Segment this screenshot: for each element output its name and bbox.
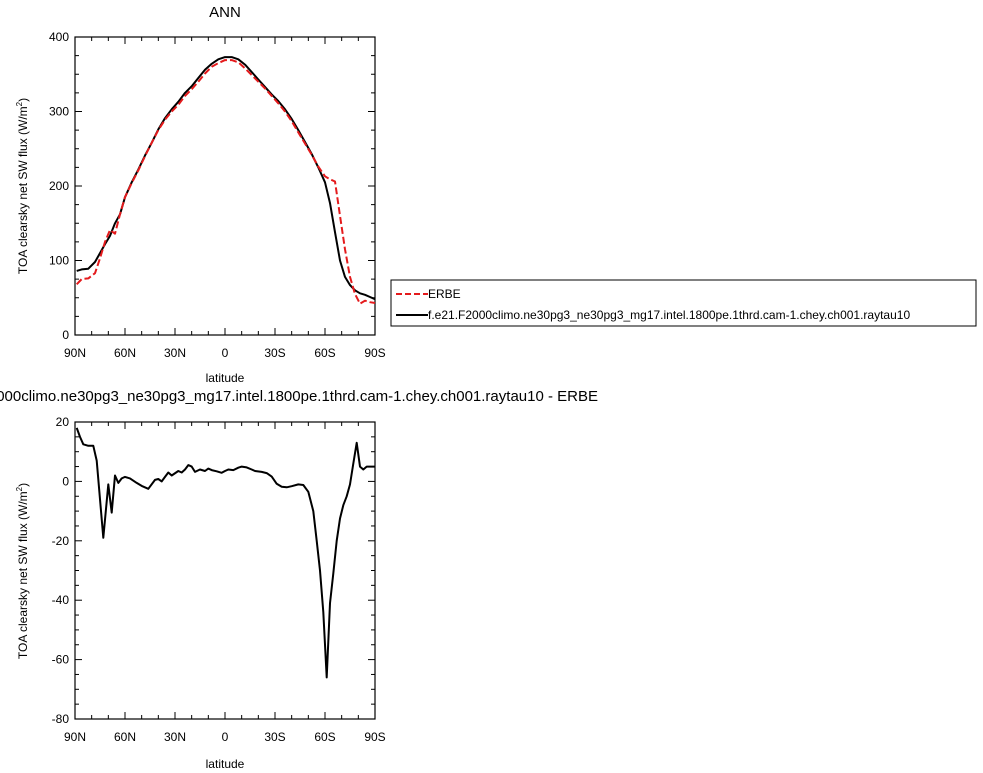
y-tick-label: -80 xyxy=(52,712,70,726)
legend: ERBE f.e21.F2000climo.ne30pg3_ne30pg3_mg… xyxy=(390,279,977,327)
bottom-axes: 90N 60N 30N 0 30S 60S 90S -80 -60 -40 -20 0 20 xyxy=(52,415,386,744)
legend-label-erbe: ERBE xyxy=(428,287,461,301)
x-tick-label: 60N xyxy=(114,346,136,360)
y-tick-label: 200 xyxy=(49,179,69,193)
x-tick-label: 30S xyxy=(264,730,285,744)
legend-box xyxy=(390,279,977,327)
x-tick-label: 0 xyxy=(222,730,229,744)
x-tick-label: 0 xyxy=(222,346,229,360)
series-line-model xyxy=(75,427,375,679)
x-tick-label: 90N xyxy=(64,730,86,744)
top-panel: ANN 90N 60N 30N 0 30S 60S 90S 0 100 200 300 400 lat… xyxy=(15,4,386,385)
x-tick-label: 90S xyxy=(364,730,385,744)
y-tick-label: -60 xyxy=(52,653,70,667)
y-axis-label: TOA clearsky net SW flux (W/m2) xyxy=(15,483,30,659)
y-tick-label: 300 xyxy=(49,105,69,119)
bottom-series xyxy=(75,427,375,679)
x-tick-label: 60S xyxy=(314,730,335,744)
x-tick-label: 60N xyxy=(114,730,136,744)
chart-title: ANN xyxy=(209,4,241,21)
y-tick-label: -20 xyxy=(52,534,70,548)
legend-label-model: f.e21.F2000climo.ne30pg3_ne30pg3_mg17.in… xyxy=(428,308,910,322)
x-tick-label: 30N xyxy=(164,730,186,744)
y-tick-label: 0 xyxy=(62,328,69,342)
top-axes: 90N 60N 30N 0 30S 60S 90S 0 100 200 300 400 xyxy=(49,30,386,360)
x-axis-label: latitude xyxy=(206,757,245,771)
y-tick-label: 0 xyxy=(62,474,69,488)
plot-frame xyxy=(74,36,376,336)
bottom-panel: f.e21.F2000climo.ne30pg3_ne30pg3_mg17.in… xyxy=(0,388,598,771)
x-tick-label: 60S xyxy=(314,346,335,360)
y-tick-label: 100 xyxy=(49,254,69,268)
y-tick-label: 400 xyxy=(49,30,69,44)
x-tick-label: 90S xyxy=(364,346,385,360)
x-tick-label: 30N xyxy=(164,346,186,360)
chart-title-diff: f.e21.F2000climo.ne30pg3_ne30pg3_mg17.in… xyxy=(0,388,598,405)
series-line-model xyxy=(76,56,376,301)
plot-frame xyxy=(74,421,376,720)
x-axis-label: latitude xyxy=(206,371,245,385)
y-tick-label: -40 xyxy=(52,593,70,607)
y-axis-label: TOA clearsky net SW flux (W/m2) xyxy=(15,98,30,274)
y-tick-label: 20 xyxy=(56,415,70,429)
x-tick-label: 90N xyxy=(64,346,86,360)
series-line-erbe xyxy=(75,59,376,305)
top-series xyxy=(75,56,376,305)
x-tick-label: 30S xyxy=(264,346,285,360)
